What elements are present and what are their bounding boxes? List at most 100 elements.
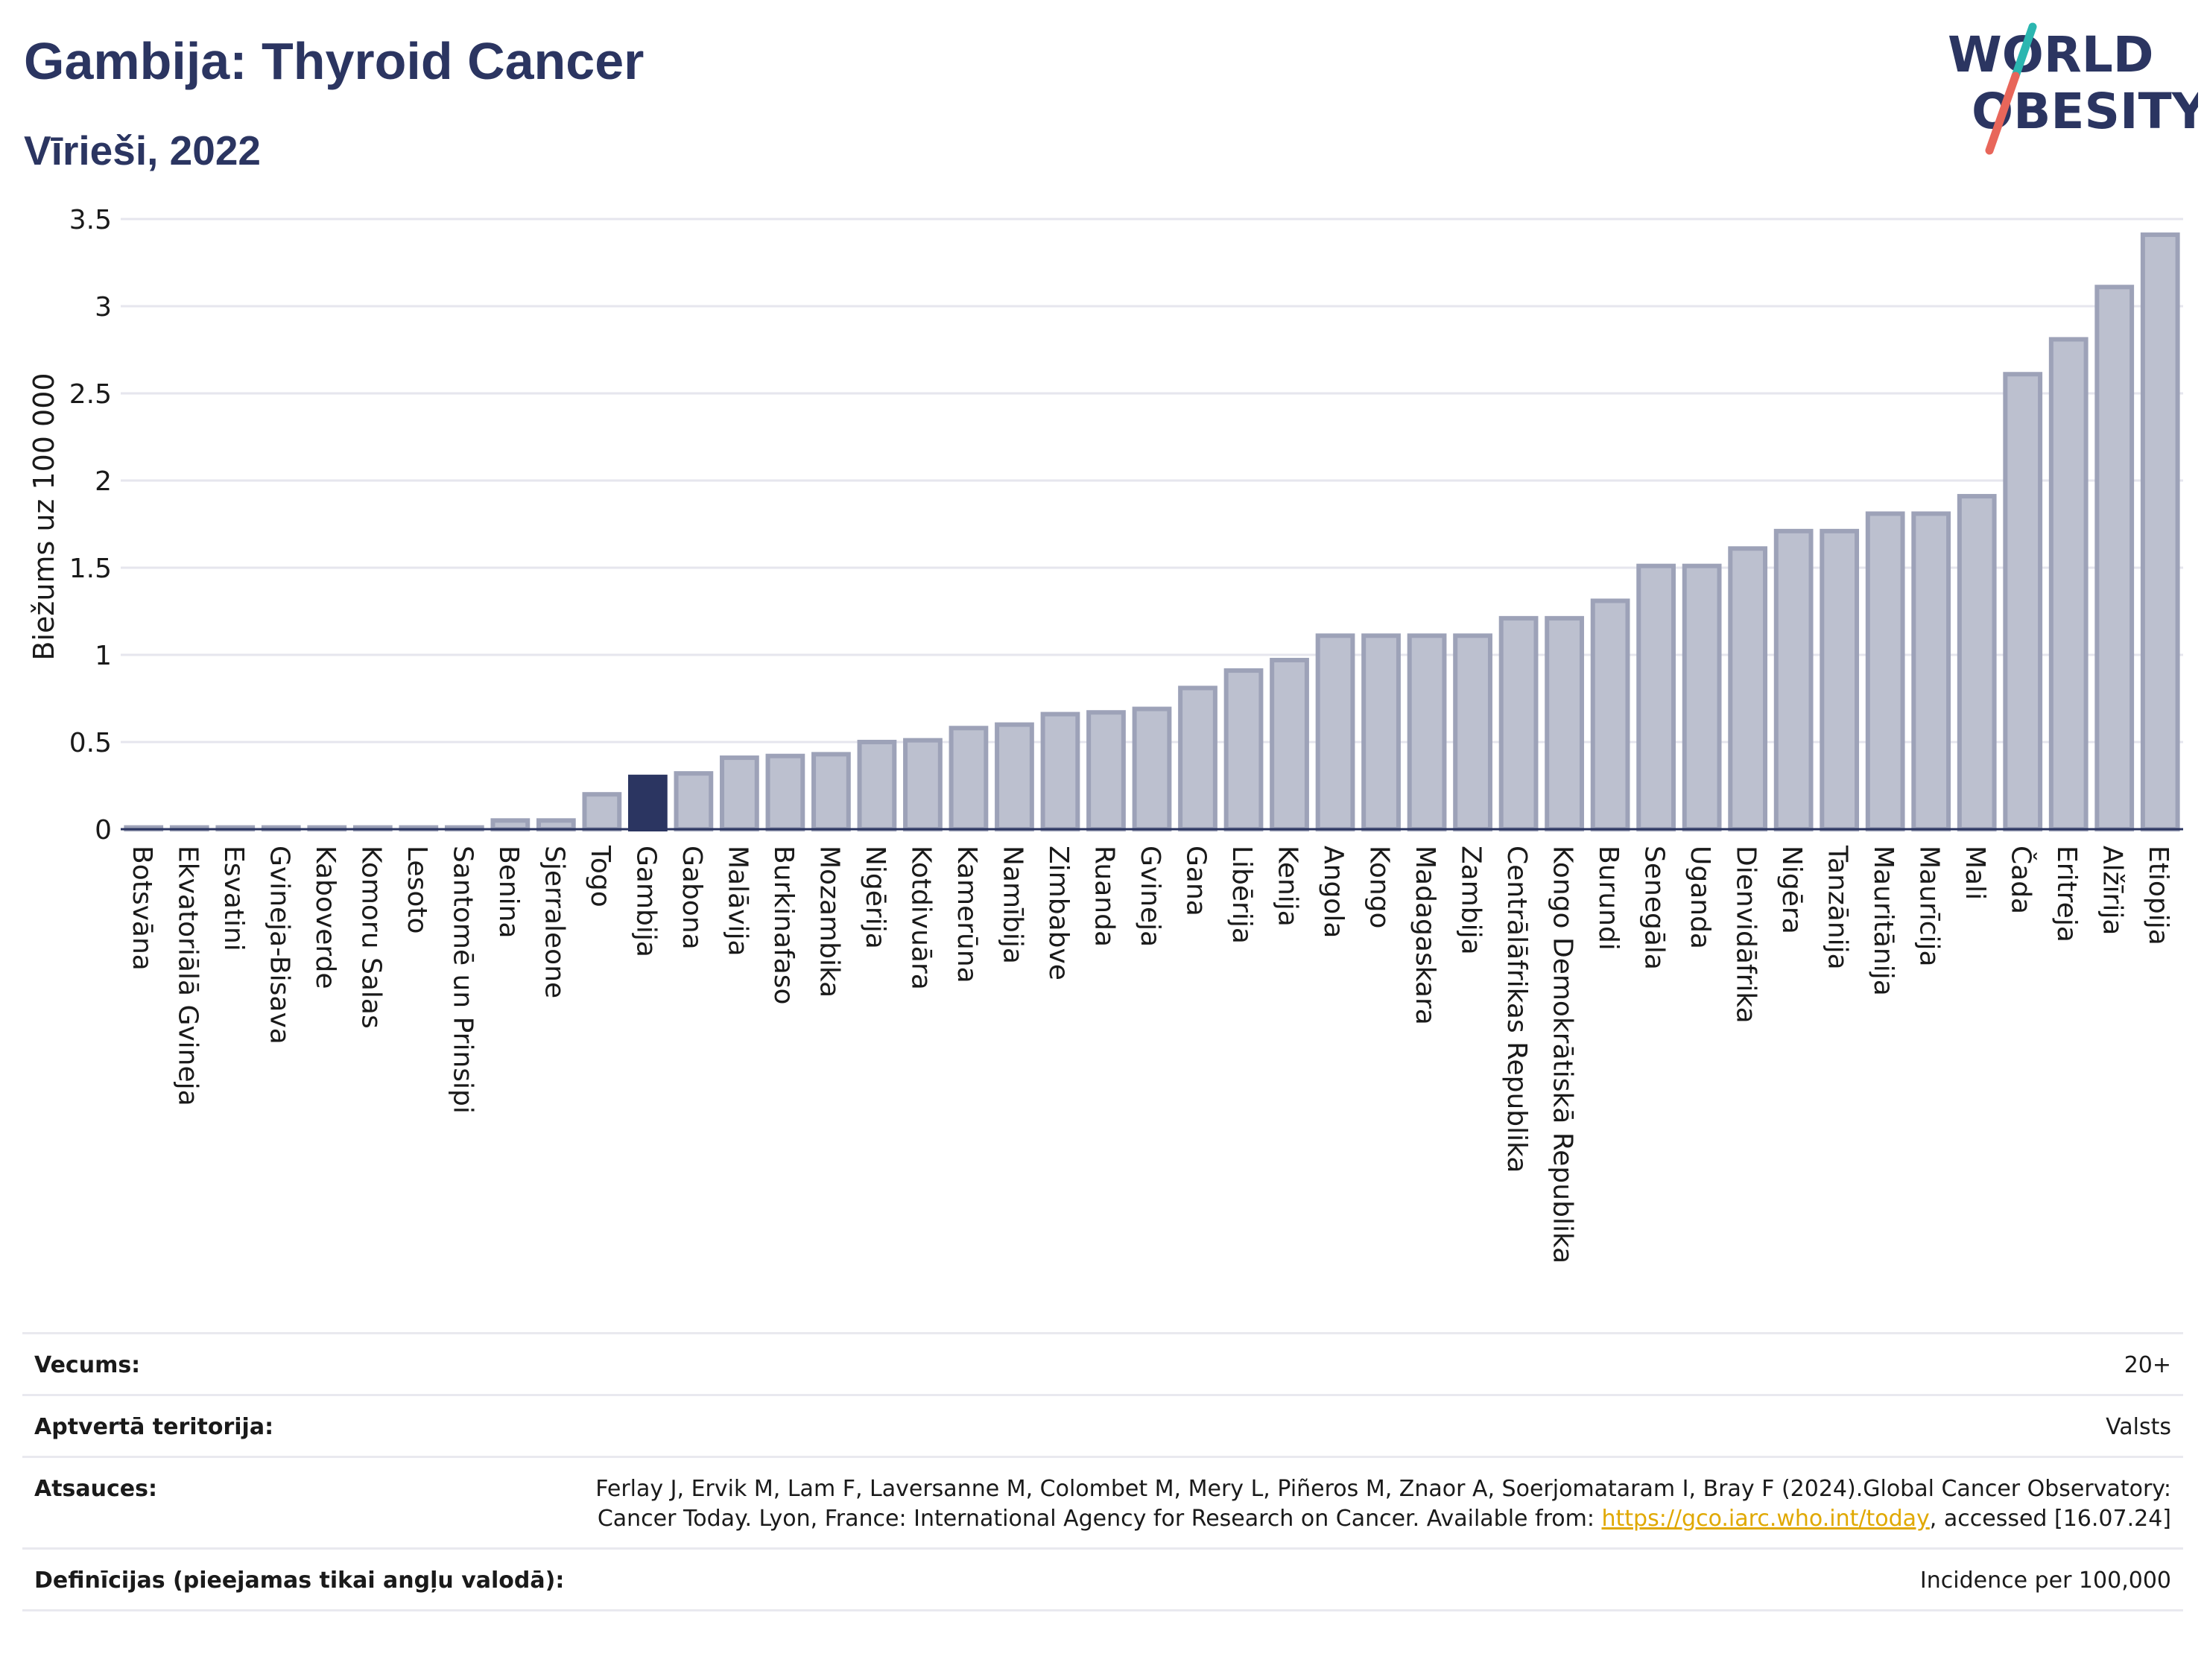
info-label-definitions: Definīcijas (pieejamas tikai angļu valod…	[34, 1568, 565, 1594]
info-table: Vecums: 20+ Aptvertā teritorija: Valsts …	[22, 1332, 2183, 1611]
x-tick-label: Esvatini	[218, 846, 249, 951]
y-tick-label: 3.5	[69, 205, 112, 235]
bar-16	[857, 740, 897, 831]
x-tick-label: Kotdivuāra	[905, 846, 936, 990]
logo-slash-teal	[2011, 22, 2037, 80]
bar-14	[765, 753, 805, 831]
bar-layer	[124, 232, 2180, 832]
reference-link[interactable]: https://gco.iarc.who.int/today	[1601, 1506, 1930, 1532]
bar-37	[1820, 528, 1860, 831]
bar-38	[1865, 511, 1905, 832]
x-tick-label: Mali	[1960, 846, 1990, 900]
bar-26	[1315, 633, 1355, 831]
bar-29	[1453, 633, 1492, 831]
x-tick-label: Angola	[1318, 846, 1349, 938]
bar-12	[674, 771, 714, 831]
x-tick-label: Gambija	[630, 846, 661, 957]
info-row-age: Vecums: 20+	[22, 1334, 2183, 1396]
info-value-definitions: Incidence per 100,000	[1919, 1568, 2171, 1594]
bar-27	[1361, 633, 1401, 831]
y-tick-label: 2.5	[69, 379, 112, 410]
info-row-references: Atsauces: Ferlay J, Ervik M, Lam F, Lave…	[22, 1458, 2183, 1550]
bar-33	[1636, 563, 1676, 831]
y-tick-labels: 0 0.5 1 1.5 2 2.5 3 3.5	[69, 205, 112, 846]
x-tick-label: Burkinafaso	[768, 846, 799, 1005]
bar-11	[628, 774, 668, 832]
x-tick-labels: Botsvāna Ekvatoriālā Gvineja Esvatini Gvine…	[127, 845, 2173, 1264]
world-obesity-logo: WORLD OBESITY	[1948, 22, 2198, 155]
bar-25	[1270, 658, 1309, 832]
x-tick-label: Botsvāna	[127, 846, 157, 971]
x-tick-label: Santomē un Prinsipi	[447, 846, 478, 1114]
y-tick-label: 0.5	[69, 728, 112, 758]
bar-21	[1086, 710, 1126, 831]
x-tick-label: Kaboverde	[310, 846, 341, 989]
x-tick-label: Zimbabve	[1043, 846, 1074, 980]
bar-32	[1590, 598, 1630, 832]
x-tick-label: Centrālāfrikas Republika	[1501, 846, 1532, 1173]
x-tick-label: Komoru Salas	[355, 846, 386, 1029]
x-tick-label: Kongo Demokrātiskā Republika	[1548, 846, 1578, 1264]
x-tick-label: Tanzānija	[1823, 845, 1853, 970]
x-tick-label: Mozambika	[814, 846, 844, 998]
bar-31	[1545, 615, 1584, 831]
x-tick-label: Namībija	[997, 846, 1027, 964]
x-tick-label: Sjerraleone	[539, 846, 569, 998]
reference-text: Ferlay J, Ervik M, Lam F, Laversanne M, …	[595, 1476, 2171, 1532]
info-row-definitions: Definīcijas (pieejamas tikai angļu valod…	[22, 1550, 2183, 1611]
bar-23	[1178, 685, 1217, 832]
bar-17	[903, 738, 943, 831]
x-tick-label: Gana	[1181, 846, 1212, 916]
x-tick-label: Nigēra	[1776, 846, 1807, 934]
bar-34	[1682, 563, 1722, 831]
y-tick-label: 1	[95, 641, 112, 671]
x-tick-label: Nigērija	[860, 846, 890, 949]
x-tick-label: Lesoto	[402, 846, 432, 934]
bar-40	[1957, 494, 1997, 831]
info-value-territory: Valsts	[2106, 1414, 2171, 1440]
bar-28	[1407, 633, 1447, 831]
x-tick-label: Zambija	[1456, 846, 1486, 955]
bar-8	[490, 818, 531, 832]
x-tick-label: Kenija	[1273, 846, 1303, 927]
x-tick-label: Libērija	[1226, 846, 1257, 944]
x-tick-label: Gabona	[677, 846, 707, 950]
info-label-territory: Aptvertā teritorija:	[34, 1414, 274, 1440]
bar-39	[1911, 511, 1951, 832]
x-tick-label: Čada	[2006, 846, 2037, 914]
bar-35	[1728, 546, 1768, 831]
x-tick-label: Madagaskara	[1410, 846, 1440, 1025]
x-tick-label: Senegāla	[1639, 846, 1670, 970]
x-tick-label: Benina	[493, 846, 524, 939]
bar-44	[2140, 232, 2180, 831]
info-value-references: Ferlay J, Ervik M, Lam F, Laversanne M, …	[562, 1474, 2171, 1534]
bar-42	[2048, 337, 2089, 831]
bar-13	[720, 755, 759, 831]
info-row-territory: Aptvertā teritorija: Valsts	[22, 1396, 2183, 1458]
bar-9	[536, 818, 576, 832]
bar-chart: 0 0.5 1 1.5 2 2.5 3 3.5 Botsvāna Ekvatoriālā Gvi…	[28, 205, 2183, 1264]
bar-30	[1498, 615, 1539, 831]
x-tick-label: Uganda	[1685, 846, 1715, 949]
x-tick-label: Dienvidāfrika	[1731, 846, 1761, 1024]
x-tick-label: Kamerūna	[951, 846, 982, 983]
x-tick-label: Ekvatoriālā Gvineja	[172, 846, 203, 1106]
chart-subtitle: Vīrieši, 2022	[24, 127, 262, 174]
bar-24	[1223, 668, 1264, 831]
y-tick-label: 3	[95, 292, 112, 323]
y-tick-label: 1.5	[69, 554, 112, 584]
chart-title: Gambija: Thyroid Cancer	[24, 32, 645, 90]
x-tick-label: Burundi	[1593, 846, 1624, 951]
y-tick-label: 0	[95, 815, 112, 846]
x-tick-label: Malāvija	[722, 846, 753, 957]
bar-36	[1773, 528, 1814, 831]
bar-41	[2003, 372, 2043, 831]
x-tick-label: Ruanda	[1089, 846, 1119, 947]
x-tick-label: Gvineja-Bisava	[264, 846, 294, 1045]
x-tick-label: Gvineja	[1135, 846, 1165, 947]
info-label-age: Vecums:	[34, 1352, 141, 1378]
info-label-references: Atsauces:	[34, 1476, 157, 1502]
y-axis-label: Biežums uz 100 000	[28, 373, 60, 660]
logo-text-world: WORLD	[1948, 26, 2154, 83]
info-value-age: 20+	[2124, 1352, 2171, 1378]
